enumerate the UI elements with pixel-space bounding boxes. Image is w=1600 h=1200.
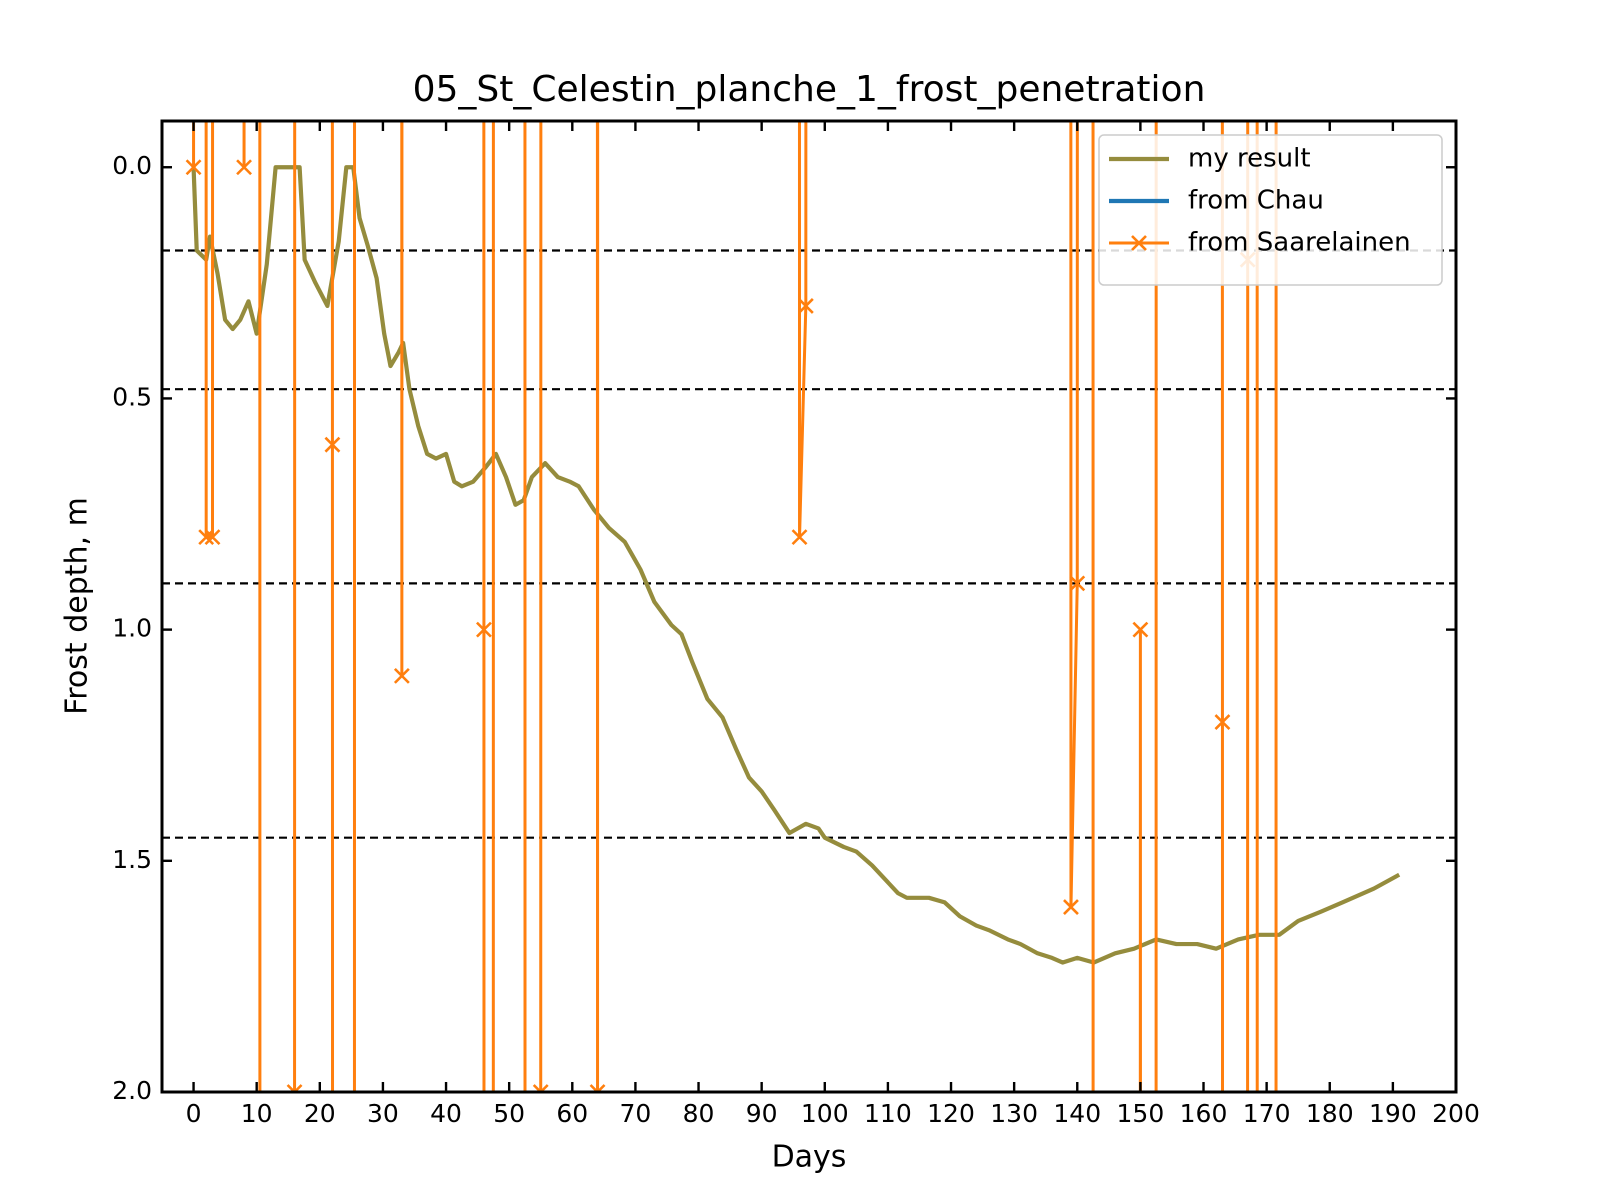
x-tick-label: 30 [367,1099,399,1128]
data-marker [185,159,202,176]
axes: 0 10 20 30 40 50 60 70 80 90 100 110 120 130 140 150 160… [112,119,1480,1128]
data-marker [589,1084,606,1092]
x-tick-label: 70 [620,1099,652,1128]
x-tick-label: 110 [864,1099,912,1128]
plot-area [162,121,1456,1092]
x-tick-label: 190 [1369,1099,1417,1128]
x-tick-label: 50 [493,1099,525,1128]
legend-label: my result [1188,144,1311,174]
legend-box [1098,134,1443,286]
legend-marker [1131,235,1147,251]
x-tick-label: 100 [801,1099,849,1128]
data-marker [393,667,410,684]
x-tick-label: 170 [1243,1099,1291,1128]
legend: my result from Chau from Saarelainen [1098,134,1443,286]
y-tick-label: 0.0 [112,151,152,180]
x-tick-label: 130 [990,1099,1038,1128]
legend-label: from Chau [1188,186,1324,216]
y-tick-label: 1.5 [112,845,152,874]
x-tick-label: 40 [430,1099,462,1128]
x-tick-label: 90 [746,1099,778,1128]
x-tick-label: 60 [556,1099,588,1128]
data-marker [532,1084,549,1092]
y-axis-label: Frost depth, m [60,497,95,715]
x-tick-label: 0 [186,1099,202,1128]
x-tick-label: 200 [1432,1099,1480,1128]
x-tick-label: 180 [1306,1099,1354,1128]
data-marker [1214,714,1231,731]
chart-title: 05_St_Celestin_planche_1_frost_penetrati… [413,69,1206,110]
y-tick-label: 1.0 [112,614,152,643]
data-marker [1063,899,1079,915]
x-tick-label: 120 [927,1099,975,1128]
y-tick-label: 2.0 [112,1076,152,1105]
x-tick-label: 140 [1053,1099,1101,1128]
data-marker [797,298,814,314]
data-marker [476,621,492,638]
x-tick-label: 80 [683,1099,715,1128]
x-tick-label: 150 [1117,1099,1165,1128]
y-tick-label: 0.5 [112,382,152,411]
x-tick-label: 160 [1180,1099,1228,1128]
data-marker [1069,575,1086,592]
data-marker [236,159,252,176]
data-marker [791,529,808,546]
x-tick-label: 10 [241,1099,273,1128]
data-marker [324,436,341,453]
data-marker [1132,621,1149,638]
data-marker [204,529,221,546]
data-marker [198,529,215,546]
data-marker [286,1084,303,1092]
legend-label: from Saarelainen [1188,228,1411,258]
plot-frame [160,119,1458,1094]
x-tick-label: 20 [304,1099,336,1128]
x-axis-label: Days [772,1140,847,1175]
